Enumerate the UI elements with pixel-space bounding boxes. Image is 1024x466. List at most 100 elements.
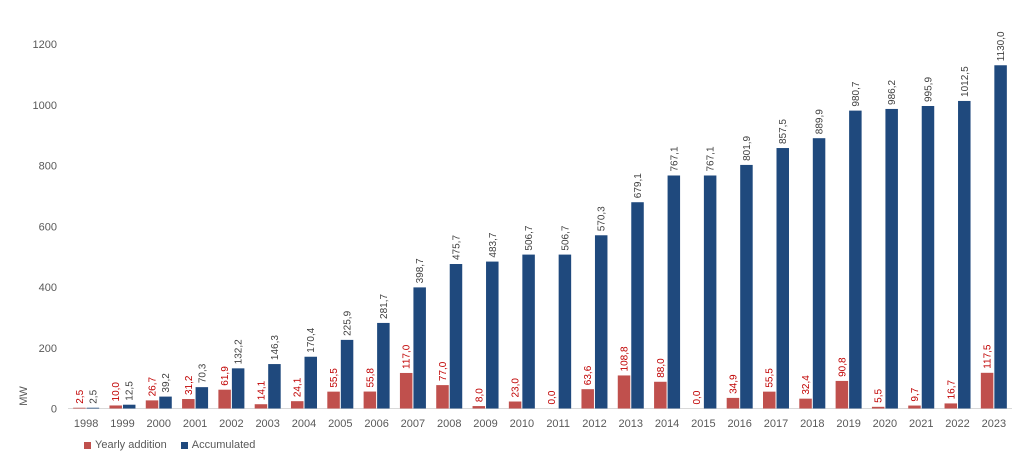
legend-swatch-yearly xyxy=(84,441,91,449)
data-label-accumulated-2007: 398,7 xyxy=(415,258,426,283)
data-label-yearly-2009: 8,0 xyxy=(474,388,485,402)
data-label-yearly-2015: 0,0 xyxy=(692,390,703,404)
data-label-yearly-2017: 55,5 xyxy=(765,368,776,388)
bar-yearly-2001 xyxy=(182,399,195,409)
x-tick-label: 2020 xyxy=(873,418,897,430)
bar-accumulated-2002 xyxy=(231,368,245,409)
y-tick-label: 400 xyxy=(39,282,57,294)
data-label-accumulated-2016: 801,9 xyxy=(742,135,753,160)
bar-yearly-2023 xyxy=(980,372,994,409)
data-label-accumulated-2022: 1012,5 xyxy=(960,66,971,97)
bar-yearly-2010 xyxy=(508,401,522,409)
x-tick-label: 2015 xyxy=(691,418,715,430)
bar-accumulated-2010 xyxy=(522,254,535,409)
bar-yearly-2017 xyxy=(763,391,776,409)
data-label-accumulated-2014: 767,1 xyxy=(669,146,680,171)
data-label-accumulated-2013: 679,1 xyxy=(633,173,644,198)
data-label-yearly-2010: 23,0 xyxy=(511,378,522,398)
data-label-yearly-2008: 77,0 xyxy=(438,361,449,381)
data-label-accumulated-2008: 475,7 xyxy=(451,235,462,260)
data-label-yearly-2012: 63,6 xyxy=(583,365,594,385)
bar-accumulated-2016 xyxy=(740,164,753,409)
legend-item-accumulated: Accumulated xyxy=(180,439,256,451)
x-tick-label: 2018 xyxy=(800,418,824,430)
bar-yearly-2020 xyxy=(871,406,885,409)
bar-accumulated-2013 xyxy=(631,202,644,409)
x-tick-label: 2010 xyxy=(510,418,534,430)
x-tick-label: 2000 xyxy=(147,418,171,430)
x-tick-label: 2001 xyxy=(183,418,207,430)
x-tick-label: 1999 xyxy=(110,418,134,430)
x-tick-label: 1998 xyxy=(74,418,98,430)
legend: Yearly addition Accumulated xyxy=(84,439,255,451)
bar-yearly-2014 xyxy=(654,381,667,409)
x-tick-label: 2022 xyxy=(945,418,969,430)
bar-accumulated-2001 xyxy=(195,387,209,409)
bar-yearly-2002 xyxy=(218,389,231,409)
data-label-yearly-2007: 117,0 xyxy=(402,344,413,369)
data-label-yearly-2003: 14,1 xyxy=(256,380,267,400)
data-label-yearly-2022: 16,7 xyxy=(946,380,957,400)
bar-accumulated-2006 xyxy=(377,322,390,409)
bar-accumulated-1999 xyxy=(122,404,136,409)
bar-accumulated-2017 xyxy=(776,148,789,409)
bar-yearly-2005 xyxy=(327,391,340,409)
bar-accumulated-2020 xyxy=(885,108,898,409)
data-label-yearly-2001: 31,2 xyxy=(184,375,195,395)
bar-accumulated-2019 xyxy=(849,110,862,409)
data-label-yearly-2004: 24,1 xyxy=(293,377,304,397)
bar-accumulated-2009 xyxy=(486,261,499,409)
bar-accumulated-2018 xyxy=(812,138,826,409)
bar-yearly-2009 xyxy=(472,406,486,409)
x-tick-label: 2007 xyxy=(401,418,425,430)
y-tick-label: 1200 xyxy=(33,39,57,51)
data-label-accumulated-2010: 506,7 xyxy=(524,225,535,250)
bar-yearly-2021 xyxy=(908,405,921,409)
data-label-yearly-2006: 55,8 xyxy=(365,368,376,388)
x-tick-label: 2011 xyxy=(546,418,570,430)
bar-accumulated-2000 xyxy=(159,396,172,409)
data-label-yearly-2021: 9,7 xyxy=(910,387,921,401)
data-label-yearly-2018: 32,4 xyxy=(801,375,812,395)
x-tick-label: 2003 xyxy=(255,418,279,430)
bar-yearly-2012 xyxy=(581,389,594,409)
bar-accumulated-2007 xyxy=(413,287,426,409)
x-tick-label: 2002 xyxy=(219,418,243,430)
bar-yearly-2013 xyxy=(617,375,631,409)
bar-yearly-2016 xyxy=(726,397,740,409)
data-label-yearly-2011: 0,0 xyxy=(547,390,558,404)
data-label-yearly-1998: 2,5 xyxy=(75,389,86,403)
y-axis-title: MW xyxy=(18,386,30,406)
bar-yearly-2004 xyxy=(291,401,304,409)
legend-label-yearly: Yearly addition xyxy=(95,439,167,451)
legend-swatch-accumulated xyxy=(180,441,188,449)
legend-label-accumulated: Accumulated xyxy=(191,439,256,451)
data-label-accumulated-2020: 986,2 xyxy=(887,79,898,104)
data-label-yearly-2013: 108,8 xyxy=(620,346,631,371)
bar-yearly-2019 xyxy=(835,380,849,409)
data-label-yearly-2005: 55,5 xyxy=(329,368,340,388)
bar-yearly-2018 xyxy=(799,398,812,409)
y-tick-label: 200 xyxy=(39,343,57,355)
bar-accumulated-2014 xyxy=(667,175,681,409)
data-label-accumulated-2015: 767,1 xyxy=(706,146,717,171)
x-tick-label: 2014 xyxy=(655,418,679,430)
data-label-yearly-2000: 26,7 xyxy=(148,376,159,396)
x-tick-label: 2017 xyxy=(764,418,788,430)
bar-yearly-2007 xyxy=(399,372,413,409)
x-tick-label: 2009 xyxy=(473,418,497,430)
bar-accumulated-2012 xyxy=(594,235,608,409)
data-label-accumulated-2000: 39,2 xyxy=(161,373,172,393)
x-tick-label: 2013 xyxy=(619,418,643,430)
data-label-accumulated-2021: 995,9 xyxy=(923,77,934,102)
bar-accumulated-2008 xyxy=(449,264,463,409)
data-label-yearly-2020: 5,5 xyxy=(874,388,885,402)
x-tick-label: 2006 xyxy=(364,418,388,430)
x-tick-label: 2012 xyxy=(582,418,606,430)
data-label-accumulated-2017: 857,5 xyxy=(778,119,789,144)
y-tick-label: 1000 xyxy=(33,100,57,112)
bar-accumulated-2003 xyxy=(268,364,281,409)
legend-item-yearly: Yearly addition xyxy=(84,439,167,451)
data-label-yearly-2016: 34,9 xyxy=(728,374,739,394)
